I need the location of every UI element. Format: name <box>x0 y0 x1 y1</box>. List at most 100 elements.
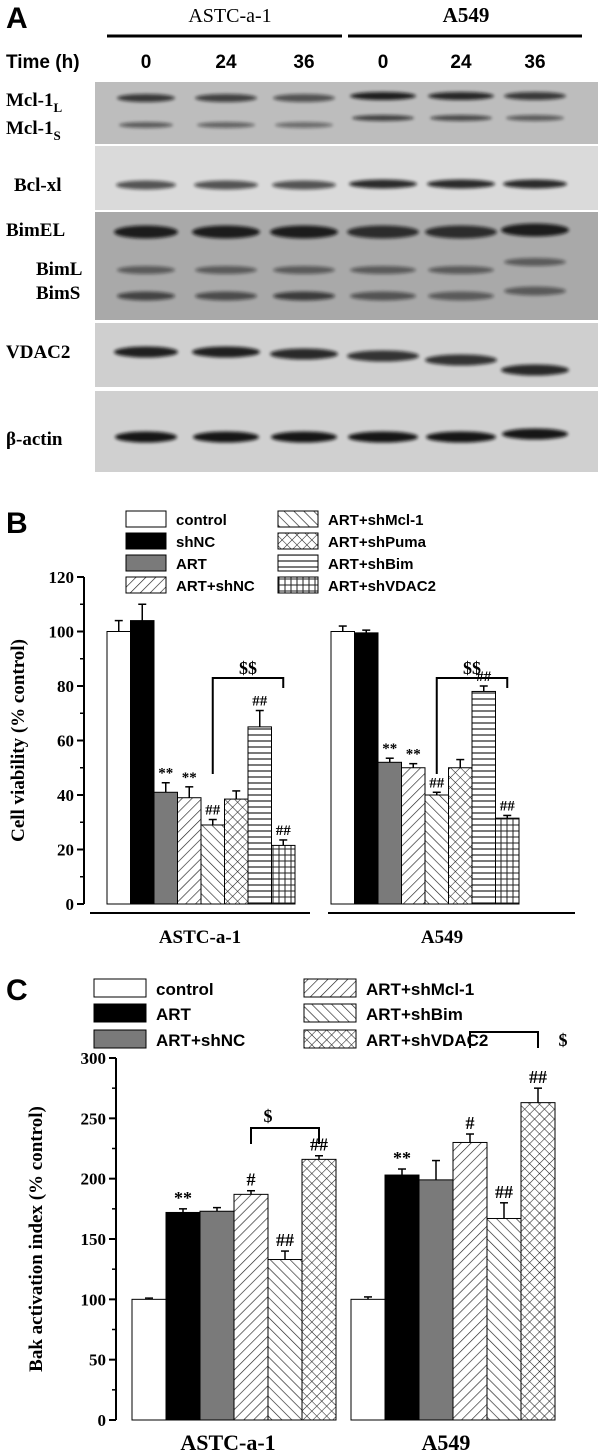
comparison-bracket <box>435 677 509 774</box>
band-mcl1-l-lane-6 <box>504 92 566 100</box>
bracket-label: $$ <box>239 658 257 678</box>
band-bimel-lane-3 <box>270 225 338 239</box>
band-mcl1-s-lane-3 <box>275 122 333 128</box>
band-bims-lane-6 <box>504 286 566 296</box>
panel-letter-c: C <box>6 974 28 1007</box>
legend-swatch-art <box>93 1003 147 1023</box>
comparison-bracket <box>250 1127 320 1144</box>
significance-mark: ## <box>310 1135 328 1155</box>
category-label: A549 <box>422 1430 471 1455</box>
legend-swatch-art <box>125 554 167 572</box>
band-bclxl-lane-5 <box>427 179 495 189</box>
blot-label-mcl1-l: Mcl-1L <box>6 90 62 115</box>
band-biml-lane-6 <box>504 258 566 266</box>
legend-label: ART+shMcl-1 <box>328 512 423 529</box>
panel-b: B 0 20 40 60 80 100 120 Cell viability (% contr… <box>6 507 575 948</box>
band-actin-lane-5 <box>426 431 496 443</box>
time-label-lane-6: 36 <box>524 52 545 73</box>
bracket-label: $ <box>264 1106 273 1126</box>
bar-shnc-a549 <box>354 632 379 905</box>
band-bimel-lane-4 <box>347 225 419 239</box>
bar-art-shnc-a549 <box>401 767 426 905</box>
legend-label: ART+shNC <box>156 1031 245 1050</box>
legend-swatch-shnc <box>125 532 167 550</box>
y-tick-label-20: 20 <box>57 841 74 860</box>
bar-control-a549 <box>330 631 355 905</box>
bar-control-astc-a-1 <box>131 1298 167 1421</box>
band-mcl1-s-lane-1 <box>119 122 173 128</box>
legend-swatch-art-shbim <box>303 1003 357 1023</box>
legend-label: ART <box>156 1005 192 1024</box>
y-tick-label-150: 150 <box>81 1230 107 1249</box>
band-actin-lane-3 <box>271 431 337 443</box>
bar-art-shnc-astc-a-1 <box>199 1210 235 1421</box>
legend-label: ART+shMcl-1 <box>366 980 474 999</box>
bar-art-shnc-astc-a-1 <box>177 797 202 905</box>
y-axis-label: Cell viability (% control) <box>8 639 29 842</box>
band-bims-lane-3 <box>273 291 335 301</box>
band-mcl1-s-lane-4 <box>352 115 414 121</box>
time-label-lane-4: 0 <box>378 52 389 73</box>
band-bimel-lane-6 <box>501 223 569 237</box>
y-tick-label-100: 100 <box>81 1290 107 1309</box>
bar-art-astc-a-1 <box>153 791 178 905</box>
blot-label-biml: BimL <box>36 259 82 280</box>
time-labels: 0 24 36 0 24 36 <box>141 52 546 73</box>
blot-label-bimel: BimEL <box>6 220 65 241</box>
significance-mark: ## <box>252 694 268 710</box>
cell-line-label-astc: ASTC-a-1 <box>188 5 271 27</box>
bar-art-shmcl-1-astc-a-1 <box>200 824 225 905</box>
y-tick-label-200: 200 <box>81 1170 107 1189</box>
band-mcl1-l-lane-2 <box>195 94 257 102</box>
band-vdac2-lane-5 <box>425 354 497 366</box>
legend-swatch-art-shvdac2 <box>303 1029 357 1049</box>
time-label-lane-3: 36 <box>293 52 314 73</box>
legend-label: ART <box>176 556 207 573</box>
bar-art-shbim-astc-a-1 <box>267 1259 303 1421</box>
band-actin-lane-1 <box>115 431 177 443</box>
legend-swatch-art-shmcl-1 <box>277 510 319 528</box>
panel-c: C 0 50 100 150 200 250 300 Bak activation index… <box>6 974 568 1455</box>
band-mcl1-s-lane-5 <box>430 115 492 121</box>
bar-shnc-astc-a-1 <box>130 620 155 905</box>
panel-letter-b: B <box>6 507 28 540</box>
bracket-label: $$ <box>463 658 481 678</box>
comparison-bracket <box>211 677 285 774</box>
band-bclxl-lane-1 <box>116 180 176 190</box>
time-label-lane-1: 0 <box>141 52 152 73</box>
chart-c: 0 50 100 150 200 250 300 Bak activation index (… <box>26 978 568 1455</box>
y-tick-label-0: 0 <box>98 1411 107 1430</box>
band-vdac2-lane-2 <box>192 346 260 358</box>
y-tick-label-300: 300 <box>81 1049 107 1068</box>
bar-art-shmcl-1-a549 <box>452 1141 488 1421</box>
band-bimel-lane-1 <box>114 225 178 239</box>
blot-vdac2-background <box>95 323 598 387</box>
band-bclxl-lane-3 <box>272 180 336 190</box>
blot-label-actin: β-actin <box>6 429 63 450</box>
y-tick-label-100: 100 <box>49 623 75 642</box>
band-bimel-lane-5 <box>425 225 497 239</box>
significance-mark: ** <box>393 1148 411 1168</box>
band-biml-lane-1 <box>117 266 175 274</box>
bar-art-a549 <box>384 1174 420 1421</box>
chart-b: 0 20 40 60 80 100 120 Cell viability (% control… <box>8 510 575 948</box>
band-mcl1-s-lane-2 <box>197 122 255 128</box>
band-bims-lane-1 <box>117 291 175 301</box>
band-actin-lane-4 <box>348 431 418 443</box>
significance-mark: ## <box>276 823 292 839</box>
y-tick-label-40: 40 <box>57 786 74 805</box>
blot-label-vdac2: VDAC2 <box>6 342 70 363</box>
bar-art-astc-a-1 <box>165 1211 201 1421</box>
legend-label: ART+shBim <box>366 1005 463 1024</box>
significance-mark: ## <box>205 803 221 819</box>
blot-label-bims: BimS <box>36 283 80 304</box>
significance-mark: ## <box>529 1067 547 1087</box>
time-label-lane-2: 24 <box>215 52 237 73</box>
panel-letter-a: A <box>6 2 28 35</box>
legend-swatch-control <box>93 978 147 998</box>
bar-art-shmcl-1-astc-a-1 <box>233 1193 269 1421</box>
band-bclxl-lane-2 <box>194 180 258 190</box>
band-bclxl-lane-4 <box>349 179 417 189</box>
significance-mark: ## <box>429 775 445 791</box>
significance-mark: ## <box>276 1230 294 1250</box>
